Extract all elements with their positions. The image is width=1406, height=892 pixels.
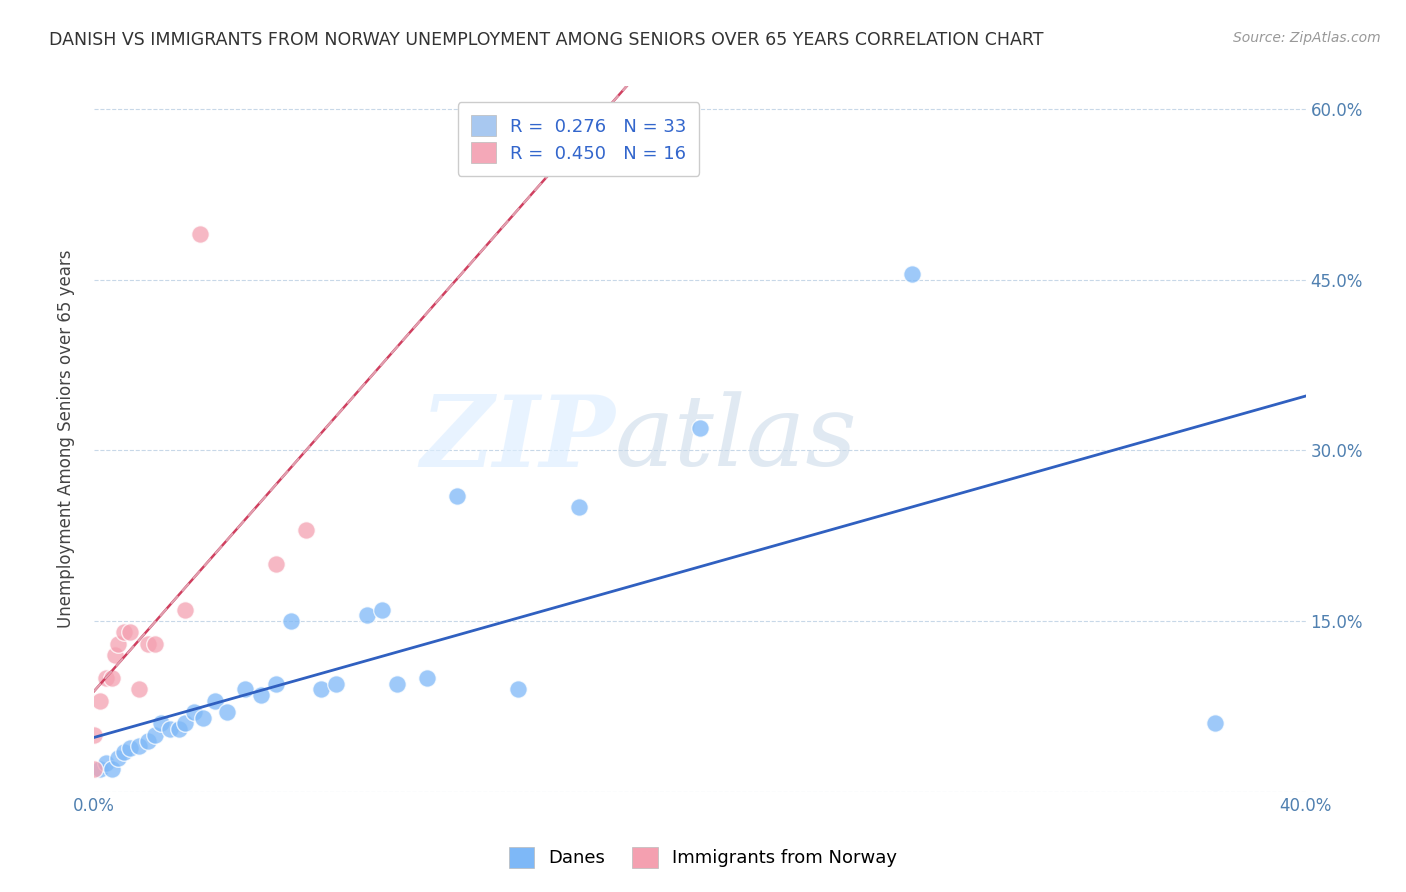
Point [101, 762, 124, 776]
Point [101, 671, 124, 685]
Point [173, 716, 195, 731]
Point [325, 676, 347, 690]
Point [138, 637, 160, 651]
Text: DANISH VS IMMIGRANTS FROM NORWAY UNEMPLOYMENT AMONG SENIORS OVER 65 YEARS CORREL: DANISH VS IMMIGRANTS FROM NORWAY UNEMPLO… [49, 31, 1043, 49]
Point [249, 688, 271, 702]
Point [83, 728, 105, 742]
Legend: Danes, Immigrants from Norway: Danes, Immigrants from Norway [498, 836, 908, 879]
Point [120, 741, 142, 756]
Point [167, 722, 190, 736]
Point [83, 762, 105, 776]
Point [112, 625, 135, 640]
Point [149, 716, 172, 731]
Point [120, 625, 142, 640]
Point [370, 602, 392, 616]
Point [112, 745, 135, 759]
Point [104, 648, 127, 663]
Point [191, 711, 214, 725]
Text: atlas: atlas [614, 392, 858, 487]
Point [107, 637, 129, 651]
Text: ZIP: ZIP [420, 391, 614, 487]
Point [128, 682, 150, 697]
Legend: R =  0.276   N = 33, R =  0.450   N = 16: R = 0.276 N = 33, R = 0.450 N = 16 [458, 103, 699, 176]
Point [264, 557, 287, 571]
Point [900, 267, 922, 281]
Text: Source: ZipAtlas.com: Source: ZipAtlas.com [1233, 31, 1381, 45]
Y-axis label: Unemployment Among Seniors over 65 years: Unemployment Among Seniors over 65 years [58, 250, 75, 628]
Point [416, 671, 439, 685]
Point [506, 682, 529, 697]
Point [1204, 716, 1226, 731]
Point [138, 733, 160, 747]
Point [107, 750, 129, 764]
Point [280, 614, 302, 628]
Point [689, 420, 711, 434]
Point [188, 227, 211, 242]
Point [356, 608, 378, 623]
Point [173, 602, 195, 616]
Point [446, 489, 468, 503]
Point [567, 500, 589, 515]
Point [94, 756, 117, 771]
Point [143, 637, 166, 651]
Point [385, 676, 408, 690]
Point [217, 705, 239, 719]
Point [264, 676, 287, 690]
Point [159, 722, 181, 736]
Point [235, 682, 257, 697]
Point [128, 739, 150, 754]
Point [295, 523, 318, 537]
Point [94, 671, 117, 685]
Point [204, 694, 226, 708]
Point [89, 762, 111, 776]
Point [89, 694, 111, 708]
Point [183, 705, 205, 719]
Point [143, 728, 166, 742]
Point [309, 682, 332, 697]
